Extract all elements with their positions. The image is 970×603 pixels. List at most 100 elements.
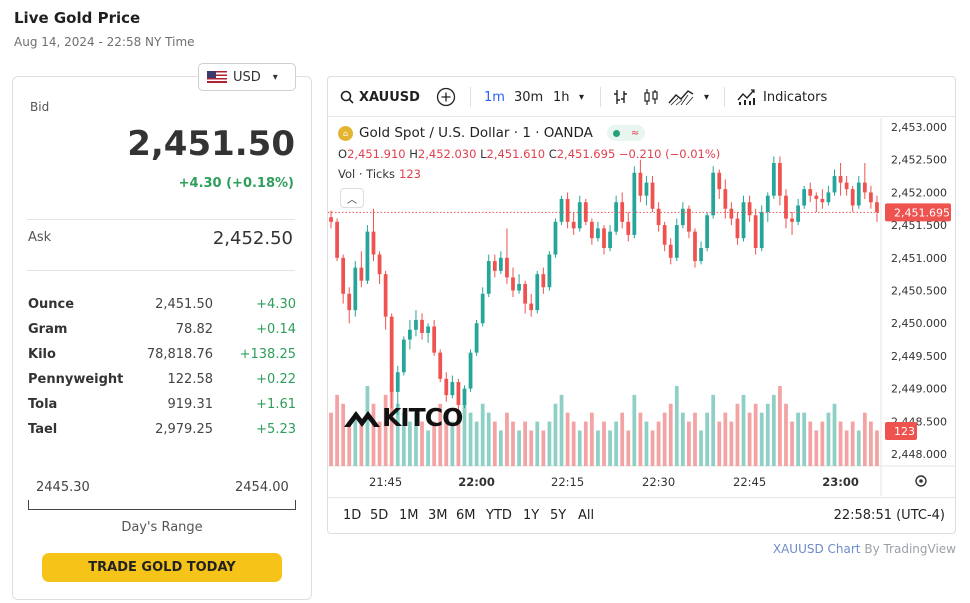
volume-bar — [680, 412, 685, 466]
volume-bar — [778, 386, 782, 466]
divider — [27, 270, 295, 271]
unit-name: Pennyweight — [28, 372, 124, 387]
chevron-down-icon[interactable]: ▾ — [704, 91, 710, 103]
unit-change: +1.61 — [256, 397, 296, 412]
volume-bar — [705, 412, 710, 466]
candle-body — [656, 208, 661, 226]
volume-bar — [401, 412, 406, 466]
ohlc-change: −0.210 (−0.01%) — [618, 147, 721, 161]
unit-name: Tola — [28, 397, 58, 412]
volume-bar — [383, 394, 388, 466]
area-chart-icon — [668, 90, 694, 106]
volume-bar — [747, 412, 752, 466]
collapse-legend-button[interactable]: ︿ — [340, 188, 364, 208]
volume-bar — [456, 412, 461, 466]
volume-tag-label: 123 — [894, 425, 915, 438]
unit-name: Gram — [28, 322, 68, 337]
volume-tag — [885, 422, 917, 440]
candle-body — [814, 195, 819, 199]
ohlc-open-label: O — [338, 147, 348, 161]
volume-bar — [875, 430, 879, 466]
candle-body — [565, 198, 570, 222]
range-6m[interactable]: 6M — [456, 508, 476, 523]
candle-body — [693, 231, 697, 262]
y-tick-label: 2,450.500 — [891, 285, 947, 298]
day-range-low: 2445.30 — [36, 480, 90, 495]
unit-change: +138.25 — [239, 347, 296, 362]
indicators-label: Indicators — [763, 89, 828, 105]
chevron-up-icon: ︿ — [347, 194, 357, 206]
kitco-logo-mark — [344, 410, 380, 427]
volume-bar — [565, 412, 570, 466]
ohlc-low: 2,451.610 — [486, 147, 546, 161]
candle-body — [723, 189, 728, 209]
range-5y[interactable]: 5Y — [550, 508, 567, 523]
volume-bar — [432, 421, 437, 466]
area-style-button[interactable] — [668, 77, 694, 117]
candle-body — [608, 231, 612, 248]
volume-bar — [559, 394, 564, 466]
range-ytd[interactable]: YTD — [486, 508, 512, 523]
compare-button[interactable] — [436, 77, 456, 117]
price-chart[interactable]: 2,453.0002,452.5002,452.0002,451.5002,45… — [328, 118, 955, 496]
volume-value: 123 — [399, 167, 421, 181]
candle-body — [486, 261, 491, 294]
ohlc-high: 2,452.030 — [417, 147, 477, 161]
candle-body — [808, 189, 813, 196]
candle-body — [662, 225, 667, 245]
candle-body — [498, 257, 503, 271]
y-tick-label: 2,449.500 — [891, 350, 947, 363]
symbol-search[interactable]: XAUUSD — [340, 77, 420, 117]
currency-select[interactable]: USD ▾ — [198, 63, 296, 91]
day-range-label: Day's Range — [121, 520, 203, 535]
indicators-button[interactable]: Indicators — [737, 77, 827, 117]
candle-body — [869, 192, 873, 203]
symbol-label: XAUUSD — [359, 89, 420, 105]
range-5d[interactable]: 5D — [370, 508, 389, 523]
candle-body — [753, 215, 758, 248]
candle-body — [668, 244, 673, 258]
chart-link[interactable]: XAUUSD Chart — [772, 542, 861, 556]
volume-bar — [608, 430, 612, 466]
candle-body — [505, 257, 509, 278]
volume-bar — [723, 412, 728, 466]
volume-bar — [371, 403, 376, 466]
candle-body — [699, 247, 703, 262]
range-all[interactable]: All — [578, 508, 595, 523]
interval-30m[interactable]: 30m — [514, 89, 544, 105]
ohlc-high-label: H — [409, 147, 418, 161]
volume-bar — [347, 421, 352, 466]
candle-body — [796, 205, 800, 222]
candle-body — [583, 202, 588, 222]
volume-bar — [717, 421, 722, 466]
range-1d[interactable]: 1D — [343, 508, 362, 523]
interval-1m[interactable]: 1m — [484, 89, 505, 105]
chevron-down-icon[interactable]: ▾ — [579, 91, 585, 103]
us-flag-icon — [207, 71, 227, 83]
candle-body — [862, 182, 867, 193]
chart-clock[interactable]: 22:58:51 (UTC-4) — [833, 508, 945, 523]
y-tick-label: 2,448.000 — [891, 448, 947, 461]
volume-bar — [759, 412, 764, 466]
volume-bar — [335, 394, 339, 466]
chart-toolbar: XAUUSD 1m 30m 1h ▾ ▾ Indicators — [328, 77, 955, 117]
range-1m[interactable]: 1M — [399, 508, 419, 523]
candle-body — [765, 195, 770, 213]
bid-price: 2,451.50 — [127, 124, 295, 164]
volume-bar — [377, 421, 382, 466]
ask-price: 2,452.50 — [212, 228, 293, 249]
volume-bar — [838, 421, 843, 466]
volume-bar — [511, 421, 515, 466]
x-tick-label: 22:30 — [642, 475, 675, 489]
bar-style-button[interactable] — [612, 77, 630, 117]
candle-body — [371, 231, 376, 255]
candles-style-button[interactable] — [642, 77, 660, 117]
range-3m[interactable]: 3M — [428, 508, 448, 523]
volume-bar — [662, 412, 667, 466]
candle-body — [401, 339, 406, 373]
volume-bar — [869, 421, 873, 466]
candle-body — [589, 221, 594, 239]
trade-gold-button[interactable]: TRADE GOLD TODAY — [42, 553, 282, 582]
interval-1h[interactable]: 1h — [553, 89, 570, 105]
range-1y[interactable]: 1Y — [523, 508, 540, 523]
